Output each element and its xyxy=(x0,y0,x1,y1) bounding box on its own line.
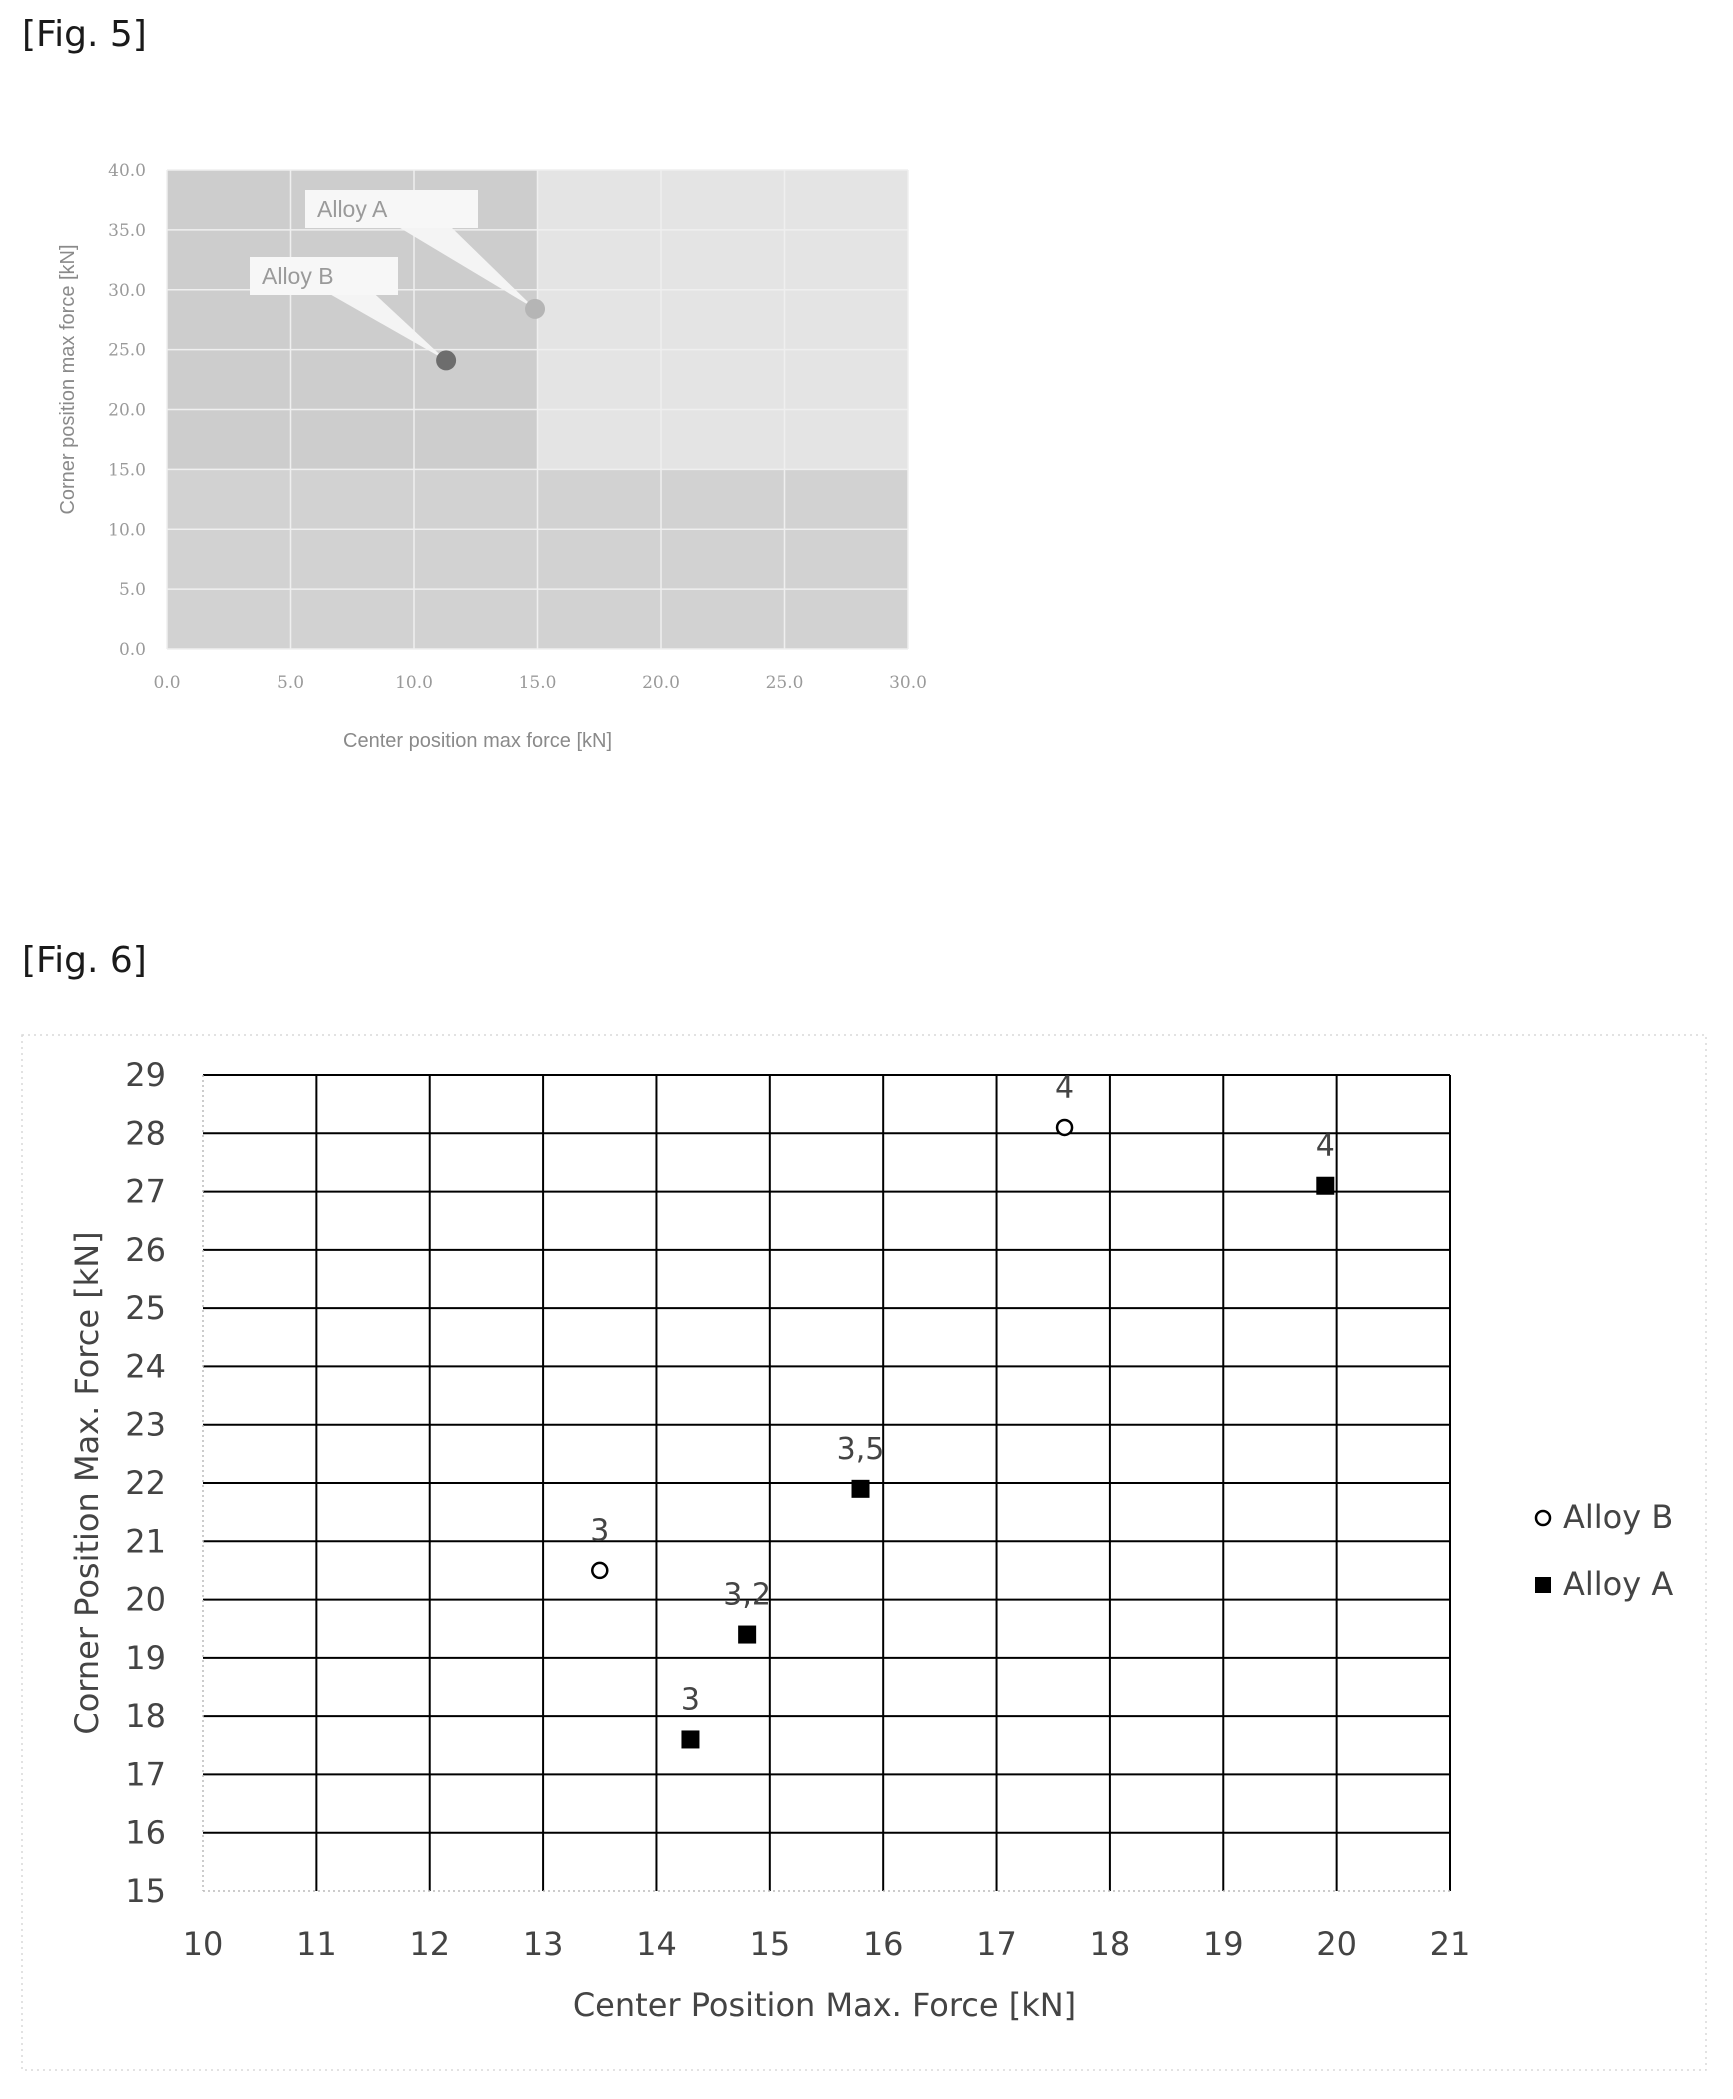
fig6-y-tick: 26 xyxy=(125,1231,166,1269)
fig6-x-tick: 18 xyxy=(1090,1925,1131,1963)
fig6-legend-label: Alloy A xyxy=(1563,1565,1673,1603)
fig6-x-tick: 15 xyxy=(749,1925,790,1963)
fig6-data-label: 4 xyxy=(1055,1070,1074,1105)
fig5-callout-label: Alloy B xyxy=(262,263,334,289)
fig6-y-tick: 25 xyxy=(125,1289,166,1327)
fig6-legend-marker xyxy=(1534,1509,1552,1527)
fig6-x-tick: 14 xyxy=(636,1925,677,1963)
fig5-y-tick: 0.0 xyxy=(119,640,146,660)
fig6-x-tick: 17 xyxy=(976,1925,1017,1963)
fig6-point-alloy-a xyxy=(851,1479,870,1498)
fig5-callout-box xyxy=(250,257,398,295)
fig5-y-tick: 10.0 xyxy=(108,520,146,540)
fig6-y-tick: 23 xyxy=(125,1406,166,1444)
fig6-data-label: 3,2 xyxy=(723,1578,771,1613)
fig5-x-tick: 5.0 xyxy=(277,673,304,693)
fig6-x-tick: 20 xyxy=(1316,1925,1357,1963)
fig5-y-tick: 25.0 xyxy=(108,341,146,361)
fig5-callout-pointer xyxy=(400,228,536,309)
fig5-y-tick: 20.0 xyxy=(108,401,146,421)
fig5-y-tick: 35.0 xyxy=(108,221,146,241)
fig6-x-tick: 16 xyxy=(863,1925,904,1963)
fig5-y-tick: 15.0 xyxy=(108,460,146,480)
fig6-point-alloy-b xyxy=(1055,1118,1074,1137)
fig6-point-alloy-b xyxy=(591,1561,609,1580)
fig6-x-tick: 21 xyxy=(1430,1925,1471,1963)
fig6-point-alloy-a xyxy=(1316,1176,1335,1195)
fig5-x-tick: 15.0 xyxy=(519,673,557,693)
fig5-y-tick: 30.0 xyxy=(108,281,146,301)
fig5-x-tick: 10.0 xyxy=(395,673,433,693)
fig6-y-tick: 22 xyxy=(125,1464,166,1502)
fig6-y-tick: 27 xyxy=(125,1173,166,1211)
fig6-y-tick: 18 xyxy=(125,1697,166,1735)
fig5-callout-label: Alloy A xyxy=(317,196,388,222)
fig5-y-tick: 5.0 xyxy=(119,580,146,600)
fig6-data-label: 3 xyxy=(590,1513,609,1548)
fig6-data-label: 3 xyxy=(681,1682,700,1717)
fig6-y-tick: 15 xyxy=(125,1872,166,1910)
fig5-point xyxy=(436,350,457,371)
fig6-legend-label: Alloy B xyxy=(1563,1498,1673,1536)
fig6-label: [Fig. 6] xyxy=(22,940,147,981)
fig5-callout-box xyxy=(305,190,478,228)
fig5-x-tick: 20.0 xyxy=(642,673,680,693)
fig5-y-tick: 40.0 xyxy=(108,161,146,181)
fig6-x-tick: 12 xyxy=(409,1925,450,1963)
fig6-y-axis-label: Corner Position Max. Force [kN] xyxy=(68,1231,106,1734)
fig6-x-tick: 13 xyxy=(523,1925,564,1963)
fig6-y-tick: 28 xyxy=(125,1114,166,1152)
fig6-x-tick: 10 xyxy=(183,1925,224,1963)
fig6-x-axis-label: Center Position Max. Force [kN] xyxy=(573,1986,1076,2024)
fig5-x-tick: 0.0 xyxy=(153,673,180,693)
fig5-label: [Fig. 5] xyxy=(22,14,147,55)
fig6-point-alloy-a xyxy=(681,1730,700,1749)
fig6-y-tick: 29 xyxy=(125,1056,166,1094)
fig6-y-tick: 20 xyxy=(125,1581,166,1619)
fig5-x-tick: 25.0 xyxy=(766,673,804,693)
fig5-x-axis-label: Center position max force [kN] xyxy=(343,730,612,752)
fig5-y-axis-label: Corner position max force [kN] xyxy=(57,244,79,514)
fig6-y-tick: 24 xyxy=(125,1347,166,1385)
fig5-point xyxy=(525,298,546,319)
fig5-shade-upper-right xyxy=(537,170,908,470)
fig6-x-tick: 19 xyxy=(1203,1925,1244,1963)
fig6-legend-marker xyxy=(1535,1577,1551,1593)
fig6-y-tick: 19 xyxy=(125,1639,166,1677)
fig5-callout-pointer xyxy=(331,295,447,361)
fig6-point-alloy-a xyxy=(738,1625,757,1644)
fig6-y-tick: 16 xyxy=(125,1814,166,1852)
fig6-data-label: 4 xyxy=(1316,1129,1335,1164)
fig6-y-tick: 21 xyxy=(125,1522,166,1560)
fig6-y-tick: 17 xyxy=(125,1755,166,1793)
fig6-x-tick: 11 xyxy=(296,1925,337,1963)
fig6-chart-border xyxy=(21,1034,1707,2071)
fig6-data-label: 3,5 xyxy=(837,1432,885,1467)
fig5-x-tick: 30.0 xyxy=(889,673,927,693)
